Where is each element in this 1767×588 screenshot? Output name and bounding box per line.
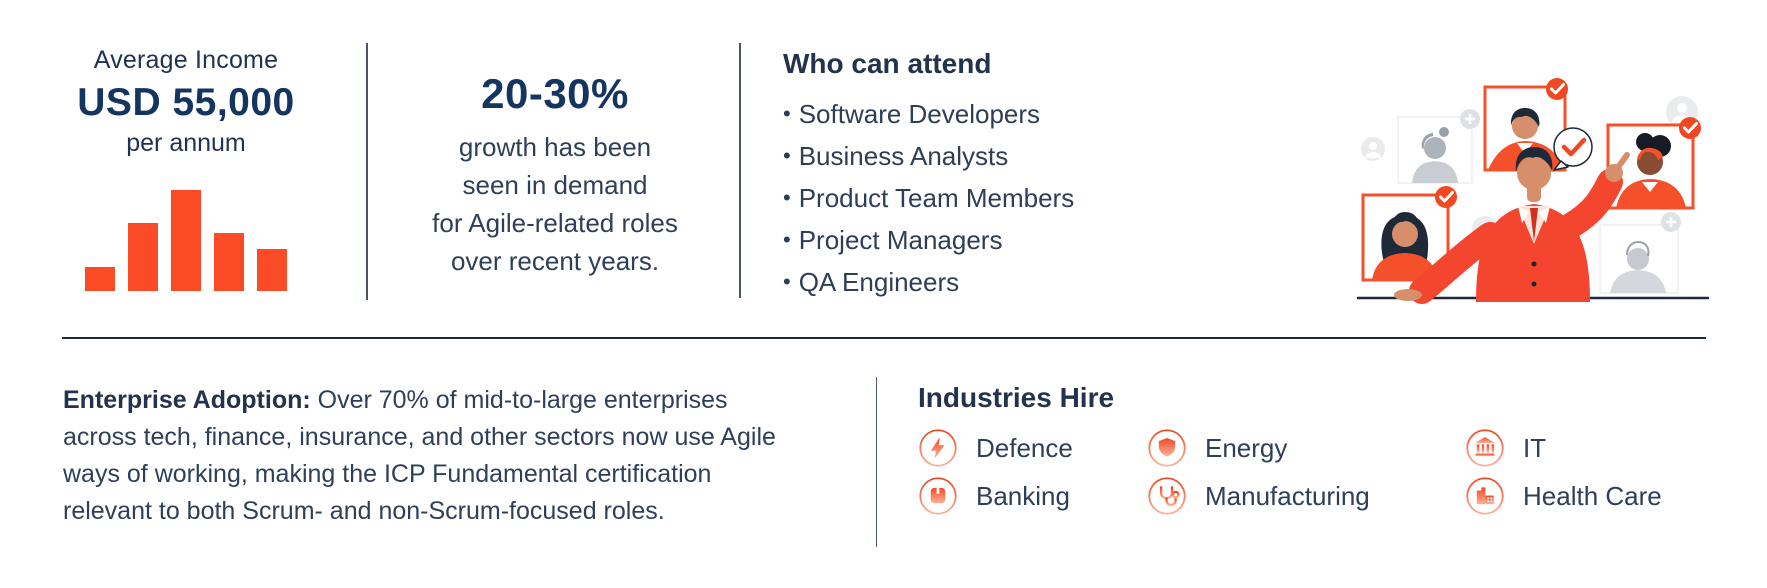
safe-icon [919, 477, 957, 515]
list-item-label: Project Managers [798, 225, 1003, 255]
industry-item-it: IT [1465, 427, 1662, 469]
income-period: per annum [126, 129, 246, 157]
list-item-label: QA Engineers [798, 267, 960, 297]
check-badge-icon [1546, 78, 1568, 100]
horizontal-divider [62, 337, 1706, 339]
industry-label: Health Care [1523, 480, 1662, 511]
paragraph-text: Over 70% of mid-to-large enterprises [310, 386, 728, 414]
industry-item-energy: Energy [1147, 427, 1370, 469]
industry-item-defence: Defence [918, 427, 1073, 469]
portrait-card-woman-headband [1606, 117, 1701, 210]
shield-icon [1148, 429, 1186, 467]
bar [214, 233, 244, 291]
income-title: Average Income [93, 46, 279, 74]
average-income-block: Average Income USD 55,000 per annum [40, 46, 332, 291]
vertical-divider-1 [366, 43, 368, 300]
man-in-red-suit [1394, 147, 1630, 304]
paragraph-line: Enterprise Adoption: Over 70% of mid-to-… [63, 382, 863, 419]
list-item-label: Product Team Members [798, 183, 1075, 213]
check-speech-bubble-icon [1553, 127, 1593, 171]
vertical-divider-2 [739, 43, 741, 298]
team-selection-illustration [1356, 78, 1710, 304]
bar [85, 267, 115, 291]
growth-block: 20-30% growth has been seen in demand fo… [388, 70, 722, 280]
list-item: • Software Developers [783, 94, 1183, 136]
enterprise-adoption-label: Enterprise Adoption: [63, 386, 311, 414]
bullet-icon: • [783, 101, 791, 126]
portrait-card-gray-woman [1397, 109, 1480, 184]
enterprise-adoption-block: Enterprise Adoption: Over 70% of mid-to-… [63, 382, 863, 530]
industry-label: Banking [976, 480, 1070, 511]
bullet-icon: • [783, 269, 791, 294]
list-item: • Project Managers [783, 220, 1183, 262]
check-badge-icon [1435, 186, 1457, 208]
growth-text: growth has been seen in demand for Agile… [388, 128, 722, 280]
bank-building-icon [1466, 429, 1504, 467]
list-item-label: Business Analysts [798, 141, 1009, 171]
bar [171, 190, 201, 291]
income-bar-chart [85, 190, 287, 291]
industry-label: Defence [976, 432, 1073, 463]
industry-item-banking: Banking [918, 475, 1073, 517]
who-can-attend-block: Who can attend • Software Developers • Bus… [783, 48, 1183, 304]
industries-hire-title: Industries Hire [918, 382, 1115, 413]
growth-line: for Agile-related roles [432, 208, 678, 238]
bar [128, 223, 158, 291]
bar [257, 249, 287, 291]
stethoscope-icon [1148, 477, 1186, 515]
growth-stat: 20-30% [481, 70, 629, 117]
income-amount: USD 55,000 [77, 81, 295, 124]
vertical-divider-3 [876, 377, 877, 547]
lightning-icon [919, 429, 957, 467]
who-can-attend-title: Who can attend [783, 48, 992, 79]
paragraph-line: ways of working, making the ICP Fundamen… [63, 460, 712, 488]
industry-item-health-care: Health Care [1465, 475, 1662, 517]
list-item: • Product Team Members [783, 178, 1183, 220]
industry-label: IT [1523, 432, 1547, 463]
bullet-icon: • [783, 185, 791, 210]
industries-grid: Defence Banking Energy [918, 427, 1728, 547]
list-item: • QA Engineers [783, 262, 1183, 304]
list-item: • Business Analysts [783, 136, 1183, 178]
industry-label: Manufacturing [1205, 480, 1370, 511]
bullet-icon: • [783, 143, 791, 168]
hospital-building-icon [1466, 477, 1504, 515]
growth-line: over recent years. [450, 246, 660, 276]
bullet-icon: • [783, 227, 791, 252]
check-badge-icon [1679, 117, 1701, 139]
growth-line: growth has been [458, 132, 652, 162]
paragraph-line: relevant to both Scrum- and non-Scrum-fo… [63, 497, 665, 525]
portrait-card-gray-man [1599, 212, 1681, 294]
industry-item-manufacturing: Manufacturing [1147, 475, 1370, 517]
growth-line: seen in demand [462, 170, 648, 200]
industry-label: Energy [1205, 432, 1288, 463]
list-item-label: Software Developers [798, 99, 1041, 129]
who-can-attend-list: • Software Developers • Business Analysts … [783, 94, 1183, 304]
paragraph-line: across tech, finance, insurance, and oth… [63, 423, 776, 451]
